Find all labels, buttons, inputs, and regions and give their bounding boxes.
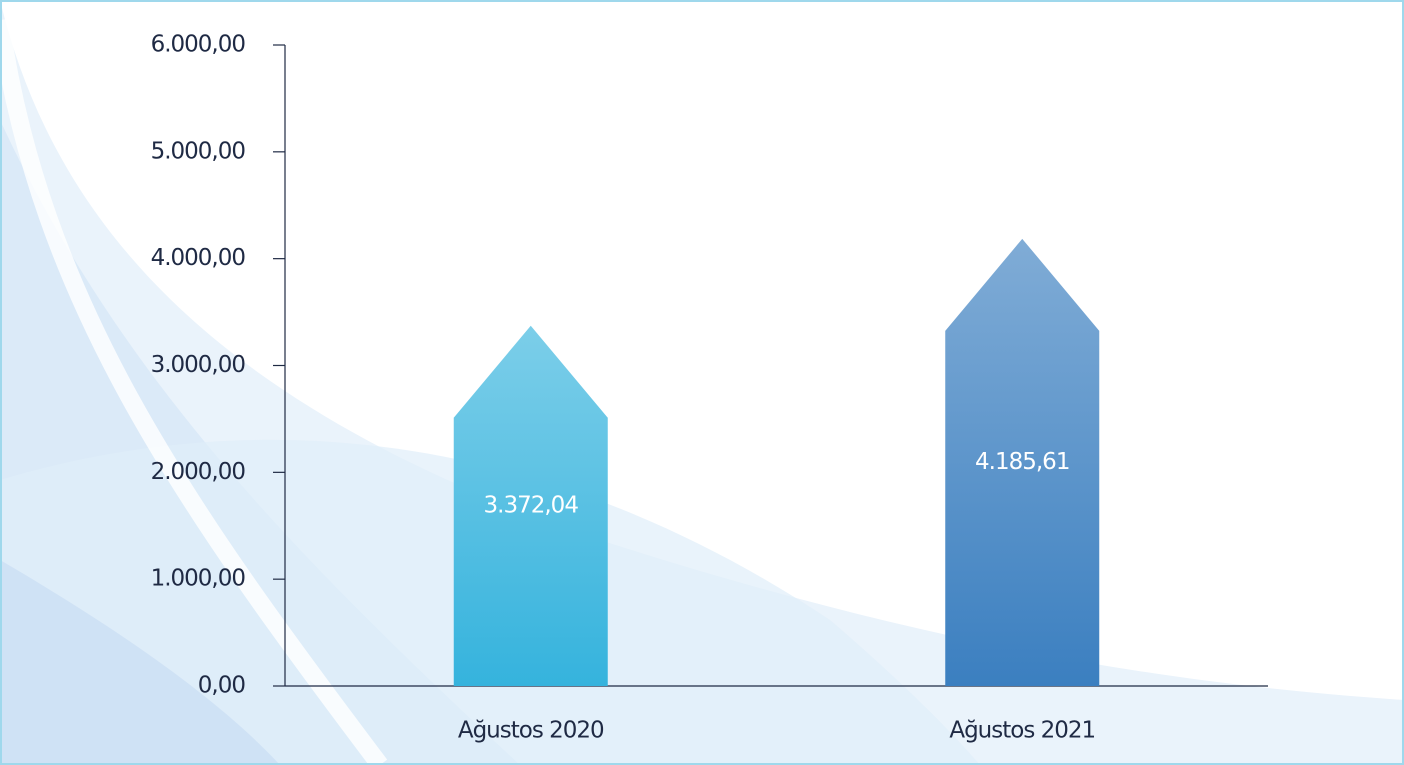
x-tick-label: Ağustos 2021 bbox=[949, 718, 1095, 744]
bar bbox=[945, 238, 1100, 686]
y-tick-label: 4.000,00 bbox=[151, 245, 246, 271]
value-label: 3.372,04 bbox=[484, 492, 579, 518]
y-tick-label: 3.000,00 bbox=[151, 352, 246, 378]
bar bbox=[453, 325, 608, 686]
y-tick-label: 1.000,00 bbox=[151, 566, 246, 592]
value-label: 4.185,61 bbox=[975, 449, 1069, 475]
x-tick-label: Ağustos 2020 bbox=[458, 718, 604, 744]
y-tick-label: 2.000,00 bbox=[151, 459, 246, 485]
y-tick-label: 5.000,00 bbox=[151, 138, 246, 164]
y-tick-label: 0,00 bbox=[198, 673, 246, 699]
y-tick-label: 6.000,00 bbox=[151, 32, 246, 58]
